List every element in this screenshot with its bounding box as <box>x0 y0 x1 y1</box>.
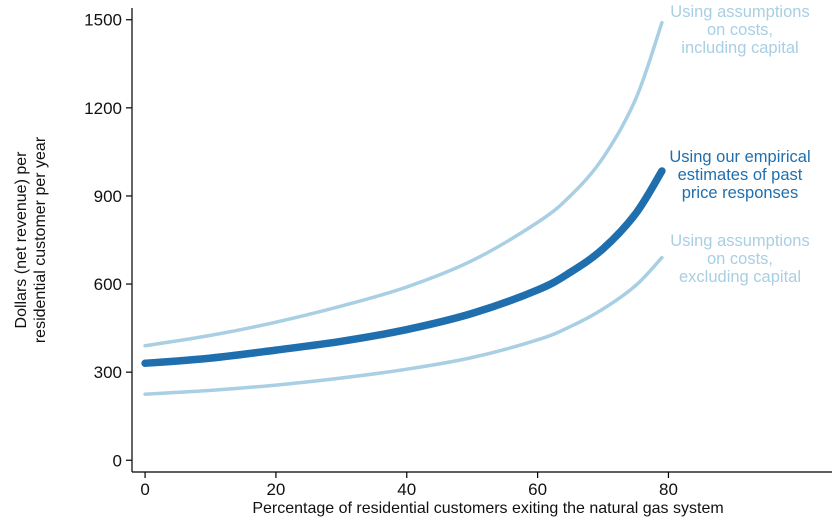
chart-axes: 0 300 600 900 1200 1500 0 20 40 60 80 <box>84 8 832 499</box>
y-tick-label: 1500 <box>84 11 122 30</box>
series-label-excluding-capital: excluding capital <box>679 268 801 286</box>
series-label-including-capital: including capital <box>681 39 798 57</box>
y-tick-label: 1200 <box>84 99 122 118</box>
series-label-including-capital: on costs, <box>707 21 773 39</box>
y-tick-label: 600 <box>94 275 122 294</box>
x-axis-label: Percentage of residential customers exit… <box>252 500 723 517</box>
series-label-excluding-capital: on costs, <box>707 250 773 268</box>
x-tick-label: 80 <box>659 480 678 499</box>
y-axis-label-line: Dollars (net revenue) per <box>13 151 30 329</box>
x-tick-label: 20 <box>266 480 285 499</box>
x-tick-label: 0 <box>140 480 149 499</box>
series-line-excluding-capital <box>143 255 664 396</box>
y-axis-label-line: residential customer per year <box>32 136 49 343</box>
y-tick-label: 0 <box>113 451 122 470</box>
series-line-empirical-estimates <box>141 167 666 368</box>
series-label-empirical-estimates: Using our empirical <box>669 148 810 166</box>
series-label-empirical-estimates: price responses <box>682 184 798 202</box>
x-tick-label: 60 <box>528 480 547 499</box>
x-tick-label: 40 <box>397 480 416 499</box>
series-line-including-capital <box>143 20 664 348</box>
series-label-excluding-capital: Using assumptions <box>670 232 809 250</box>
series-label-including-capital: Using assumptions <box>670 3 809 21</box>
y-tick-label: 300 <box>94 363 122 382</box>
series-label-empirical-estimates: estimates of past <box>678 166 803 184</box>
y-axis-label: Dollars (net revenue) per residential cus… <box>13 136 49 343</box>
y-tick-label: 900 <box>94 187 122 206</box>
plot-area <box>141 20 666 396</box>
